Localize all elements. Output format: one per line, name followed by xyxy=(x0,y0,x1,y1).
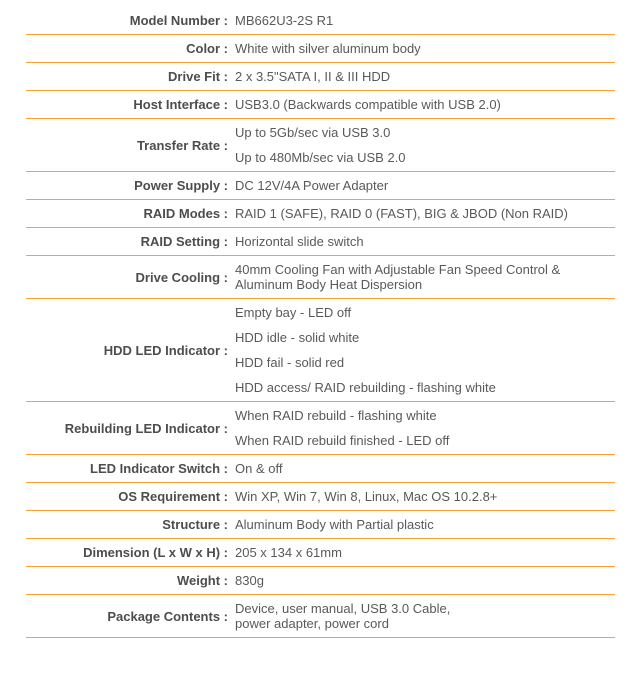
spec-row-value: Aluminum Body with Partial plastic xyxy=(228,517,615,532)
spec-value-line: 40mm Cooling Fan with Adjustable Fan Spe… xyxy=(235,262,561,277)
spec-row: Dimension (L x W x H) : 205 x 134 x 61mm xyxy=(26,539,615,567)
spec-row-label: Weight : xyxy=(176,573,228,588)
spec-value-line: Win XP, Win 7, Win 8, Linux, Mac OS 10.2… xyxy=(235,489,498,504)
spec-value-line: MB662U3-2S R1 xyxy=(235,13,334,28)
spec-value-line: 2 x 3.5"SATA I, II & III HDD xyxy=(235,69,391,84)
spec-row: OS Requirement : Win XP, Win 7, Win 8, L… xyxy=(26,483,615,511)
spec-value-line: Up to 480Mb/sec via USB 2.0 xyxy=(235,150,406,165)
spec-row-value: 830g xyxy=(228,573,615,588)
spec-row-label: RAID Setting : xyxy=(140,234,228,249)
spec-row-label: Transfer Rate : xyxy=(136,137,228,153)
spec-value-line: When RAID rebuild - flashing white xyxy=(235,408,437,423)
spec-table: Model Number : MB662U3-2S R1 Color : Whi… xyxy=(26,7,615,638)
spec-value-line: RAID 1 (SAFE), RAID 0 (FAST), BIG & JBOD… xyxy=(235,206,568,221)
spec-row: RAID Setting : Horizontal slide switch xyxy=(26,228,615,256)
spec-row-value: Win XP, Win 7, Win 8, Linux, Mac OS 10.2… xyxy=(228,489,615,504)
spec-row-label: Color : xyxy=(186,41,228,56)
spec-value-line: HDD fail - solid red xyxy=(235,355,345,370)
spec-row: Structure : Aluminum Body with Partial p… xyxy=(26,511,615,539)
spec-row: LED Indicator Switch : On & off xyxy=(26,455,615,483)
spec-row-value: Empty bay - LED off HDD idle - solid whit… xyxy=(228,305,615,395)
spec-row-value: 205 x 134 x 61mm xyxy=(228,545,615,560)
spec-row: Weight : 830g xyxy=(26,567,615,595)
spec-row: Color : White with silver aluminum body xyxy=(26,35,615,63)
spec-row-label: LED Indicator Switch : xyxy=(90,461,228,476)
spec-row-label: Host Interface : xyxy=(133,97,228,112)
spec-row-value: Up to 5Gb/sec via USB 3.0 Up to 480Mb/sec… xyxy=(228,125,615,165)
spec-row-value: White with silver aluminum body xyxy=(228,41,615,56)
spec-row: RAID Modes : RAID 1 (SAFE), RAID 0 (FAST… xyxy=(26,200,615,228)
spec-value-line: On & off xyxy=(235,461,283,476)
spec-row-label: Structure : xyxy=(162,517,228,532)
spec-value-line: power adapter, power cord xyxy=(235,616,389,631)
spec-value-line: Up to 5Gb/sec via USB 3.0 xyxy=(235,125,391,140)
spec-row-label: OS Requirement : xyxy=(118,489,228,504)
spec-row-value: When RAID rebuild - flashing white When R… xyxy=(228,408,615,448)
spec-row-label: RAID Modes : xyxy=(143,206,229,221)
spec-value-line: Horizontal slide switch xyxy=(235,234,364,249)
spec-value-line: White with silver aluminum body xyxy=(235,41,421,56)
spec-row: Power Supply : DC 12V/4A Power Adapter xyxy=(26,172,615,200)
spec-row-value: 40mm Cooling Fan with Adjustable Fan Spe… xyxy=(228,262,615,292)
spec-row-value: DC 12V/4A Power Adapter xyxy=(228,178,615,193)
spec-row: Drive Fit : 2 x 3.5"SATA I, II & III HDD xyxy=(26,63,615,91)
spec-value-line: Empty bay - LED off xyxy=(235,305,352,320)
spec-row-label: HDD LED Indicator : xyxy=(103,342,228,358)
spec-row-value: On & off xyxy=(228,461,615,476)
spec-row: HDD LED Indicator : Empty bay - LED off H… xyxy=(26,299,615,402)
spec-row: Transfer Rate : Up to 5Gb/sec via USB 3.… xyxy=(26,119,615,172)
spec-row-value: USB3.0 (Backwards compatible with USB 2.… xyxy=(228,97,615,112)
spec-row: Model Number : MB662U3-2S R1 xyxy=(26,7,615,35)
spec-row: Drive Cooling : 40mm Cooling Fan with Ad… xyxy=(26,256,615,299)
spec-value-line: USB3.0 (Backwards compatible with USB 2.… xyxy=(235,97,501,112)
spec-row: Package Contents : Device, user manual, … xyxy=(26,595,615,638)
spec-row-label: Package Contents : xyxy=(107,608,228,624)
spec-value-line: 205 x 134 x 61mm xyxy=(235,545,342,560)
spec-value-line: Aluminum Body Heat Dispersion xyxy=(235,277,423,292)
spec-row: Host Interface : USB3.0 (Backwards compa… xyxy=(26,91,615,119)
spec-row-value: RAID 1 (SAFE), RAID 0 (FAST), BIG & JBOD… xyxy=(228,206,615,221)
spec-value-line: HDD access/ RAID rebuilding - flashing w… xyxy=(235,380,496,395)
spec-value-line: HDD idle - solid white xyxy=(235,330,360,345)
spec-row-label: Drive Cooling : xyxy=(135,269,228,285)
spec-row: Rebuilding LED Indicator : When RAID reb… xyxy=(26,402,615,455)
spec-row-label: Rebuilding LED Indicator : xyxy=(64,420,228,436)
spec-row-value: MB662U3-2S R1 xyxy=(228,13,615,28)
spec-row-value: Horizontal slide switch xyxy=(228,234,615,249)
spec-row-label: Drive Fit : xyxy=(168,69,228,84)
spec-value-line: 830g xyxy=(235,573,264,588)
spec-row-value: 2 x 3.5"SATA I, II & III HDD xyxy=(228,69,615,84)
spec-value-line: When RAID rebuild finished - LED off xyxy=(235,433,450,448)
spec-value-line: DC 12V/4A Power Adapter xyxy=(235,178,389,193)
spec-row-label: Model Number : xyxy=(129,13,228,28)
spec-row-value: Device, user manual, USB 3.0 Cable, power… xyxy=(228,601,615,631)
spec-value-line: Aluminum Body with Partial plastic xyxy=(235,517,434,532)
spec-value-line: Device, user manual, USB 3.0 Cable, xyxy=(235,601,451,616)
spec-row-label: Dimension (L x W x H) : xyxy=(83,545,228,560)
spec-row-label: Power Supply : xyxy=(134,178,228,193)
